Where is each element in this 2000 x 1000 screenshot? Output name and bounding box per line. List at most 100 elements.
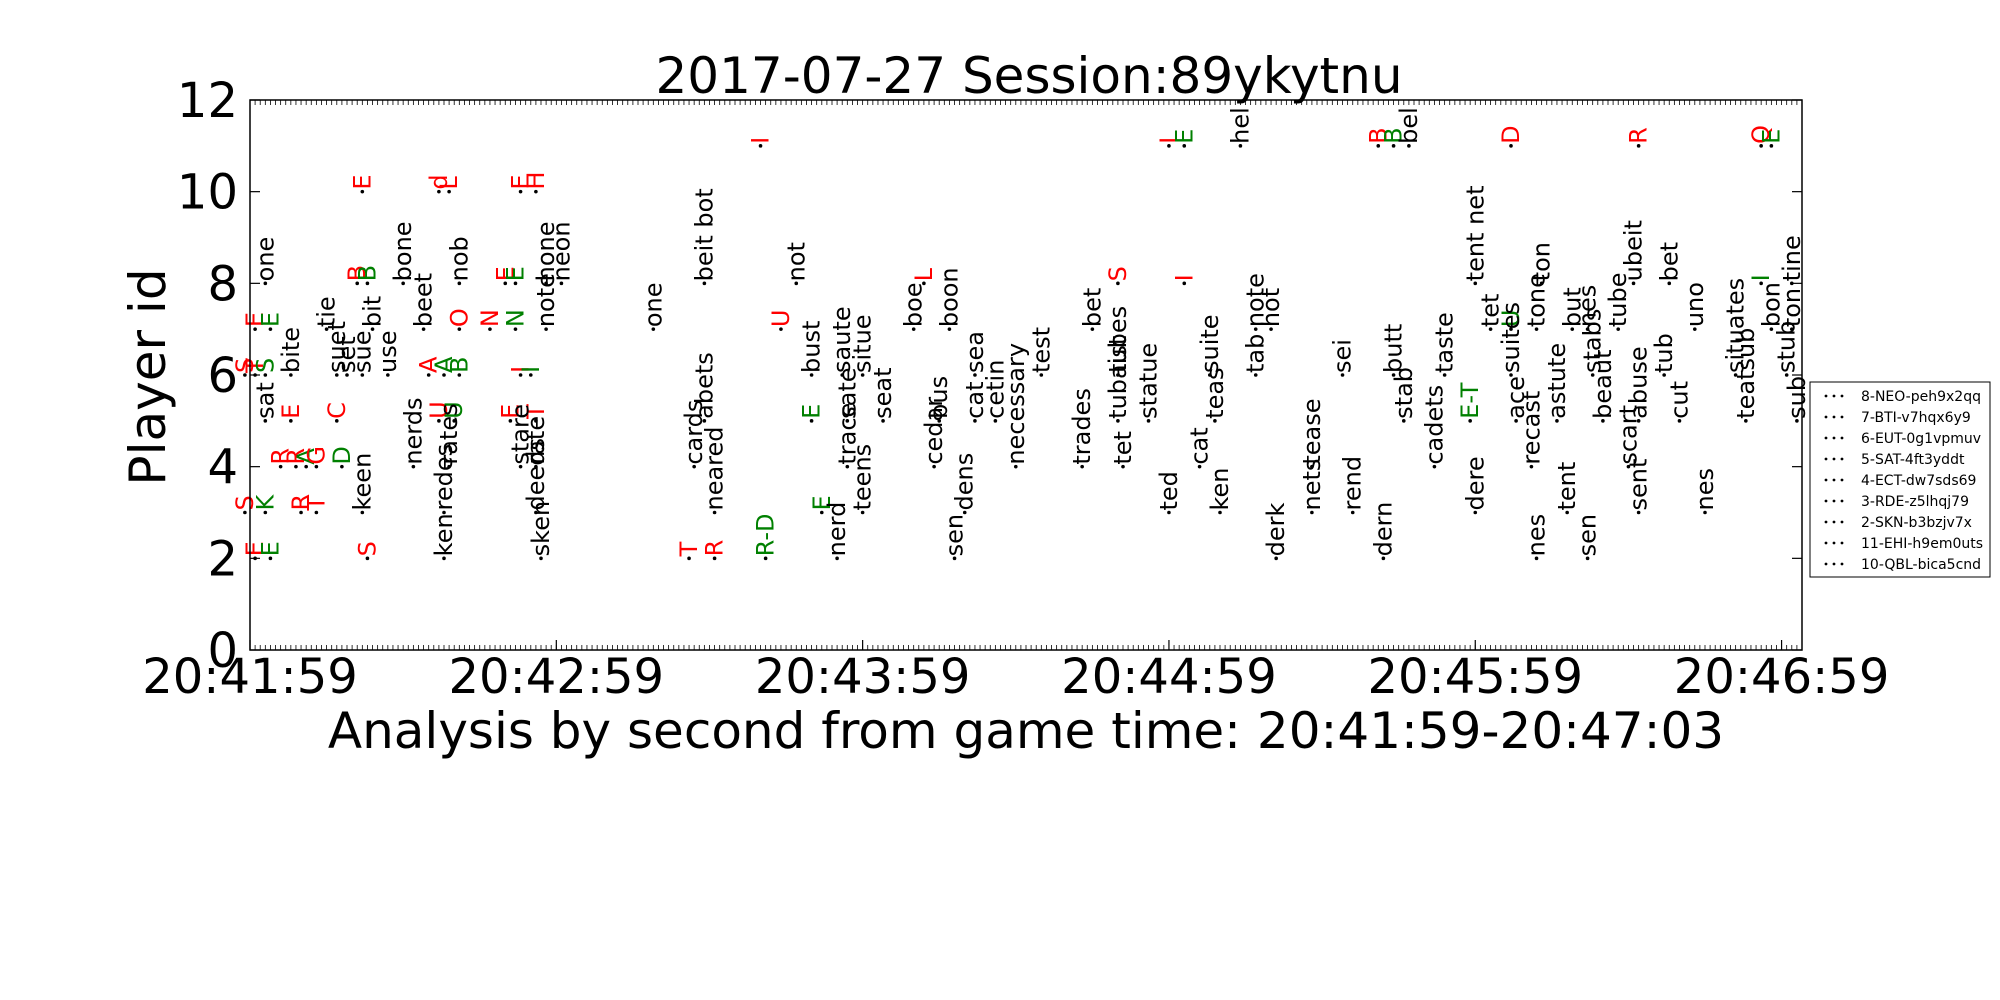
event-dot	[758, 144, 763, 148]
event-dot	[1585, 556, 1590, 561]
event-label: statue	[1135, 343, 1163, 419]
event-dot	[835, 556, 839, 561]
event-label: B	[1380, 127, 1408, 143]
legend-marker	[1840, 541, 1844, 545]
event-label: test	[1027, 327, 1055, 373]
event-label: abets	[690, 352, 718, 419]
event-dot	[1391, 373, 1396, 377]
event-label: cat	[1186, 427, 1214, 464]
event-dot	[437, 419, 441, 423]
event-dot	[534, 419, 538, 423]
event-dot	[1626, 464, 1631, 469]
event-label: T	[241, 358, 269, 374]
legend-marker	[1832, 541, 1836, 545]
event-dot	[544, 281, 548, 286]
event-label: R-D	[752, 513, 780, 556]
event-label: R	[267, 448, 295, 465]
event-label: sue	[348, 331, 376, 373]
event-label: tent	[1553, 462, 1581, 511]
event-dot	[1182, 281, 1187, 286]
event-label: S	[251, 358, 279, 373]
event-label: beit bot	[690, 188, 718, 281]
event-dot	[1590, 373, 1595, 377]
event-label: I	[1747, 274, 1775, 281]
event-label: I	[517, 366, 545, 373]
event-dot	[947, 327, 952, 331]
event-label: sen	[941, 514, 969, 556]
event-dot	[1759, 144, 1763, 148]
x-tick-label: 20:44:59	[1061, 649, 1277, 705]
event-label: I	[747, 137, 775, 144]
x-tick-label: 20:41:59	[142, 649, 358, 705]
event-dot	[1789, 327, 1794, 331]
event-label: tet	[1477, 294, 1505, 328]
event-label: N	[476, 309, 504, 327]
event-label: L	[1155, 130, 1183, 144]
event-dot	[437, 189, 441, 194]
event-dot	[1555, 419, 1559, 423]
event-dot	[1340, 373, 1345, 377]
legend-entry: 5-SAT-4ft3yddt	[1861, 452, 1965, 468]
event-dot	[503, 281, 508, 286]
event-dot	[442, 373, 446, 377]
event-label: ace	[1502, 376, 1530, 419]
event-label: necessary	[1002, 343, 1030, 465]
event-label: note	[1242, 273, 1270, 327]
event-label: deeds	[522, 438, 550, 511]
event-label: A	[430, 356, 458, 373]
event-dot	[809, 419, 814, 423]
event-dot	[1636, 510, 1641, 515]
event-dot	[488, 327, 492, 331]
event-label: nes	[1574, 285, 1602, 327]
event-dot	[702, 281, 707, 286]
event-label: tine	[1778, 235, 1806, 281]
event-label: K	[251, 494, 279, 511]
event-label: A	[415, 356, 443, 373]
legend-marker	[1832, 520, 1836, 524]
event-dot	[365, 281, 370, 286]
event-label: butt	[1380, 324, 1408, 373]
event-label: stab	[1390, 367, 1418, 419]
event-dot	[528, 373, 533, 377]
event-label: saute	[828, 306, 856, 373]
event-label: rate	[522, 416, 550, 465]
event-label: use	[374, 331, 402, 373]
y-axis-label: Player id	[119, 268, 177, 485]
event-label: bet	[1078, 288, 1106, 327]
event-label: trace	[833, 403, 861, 465]
event-dot	[1381, 556, 1386, 561]
event-label: E	[491, 266, 519, 281]
event-dot	[1570, 327, 1575, 331]
event-dot	[1167, 144, 1171, 148]
event-dot	[845, 419, 850, 423]
event-label: T	[522, 404, 550, 420]
event-label: T	[675, 541, 703, 557]
event-dot	[442, 510, 446, 515]
event-dot	[1473, 281, 1478, 286]
event-dot	[1733, 373, 1738, 377]
event-dot	[1197, 464, 1202, 469]
event-label: E	[1757, 129, 1785, 144]
event-label: situates	[1722, 278, 1750, 373]
event-dot	[860, 373, 865, 377]
event-label: nes	[1523, 514, 1551, 556]
event-label: bon	[1757, 282, 1785, 327]
event-dot	[289, 373, 293, 377]
event-dot	[243, 373, 247, 377]
event-dot	[1631, 281, 1636, 286]
event-dot	[457, 281, 462, 286]
event-label: E	[256, 312, 284, 327]
event-dot	[1601, 419, 1605, 423]
event-label: L	[910, 267, 938, 281]
legend-marker	[1824, 520, 1828, 524]
x-tick-label: 20:42:59	[449, 649, 665, 705]
event-label: sei	[1329, 339, 1357, 373]
event-label: E	[241, 541, 269, 556]
event-label: neared	[701, 426, 729, 510]
event-label: dere	[1461, 456, 1489, 510]
event-label: ken	[430, 513, 458, 556]
event-label: cedar	[920, 397, 948, 465]
legend-marker	[1840, 415, 1844, 419]
event-dot	[1789, 281, 1794, 286]
event-label: astute	[1543, 343, 1571, 419]
